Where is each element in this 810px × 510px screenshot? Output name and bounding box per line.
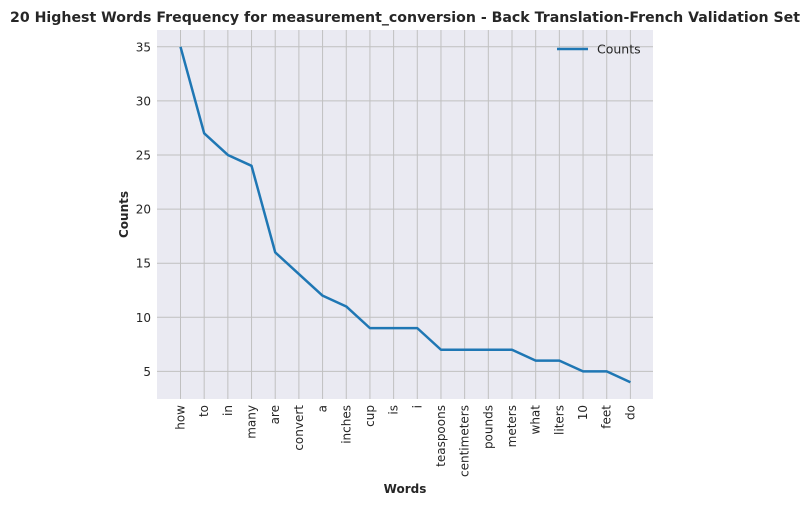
- x-tick-label: centimeters: [458, 405, 472, 477]
- x-tick-label: a: [316, 405, 330, 412]
- x-tick-label: feet: [600, 405, 614, 429]
- x-tick-label: convert: [292, 405, 306, 451]
- y-tick-label: 10: [136, 311, 151, 325]
- y-tick-label: 5: [143, 365, 151, 379]
- plot-area: [157, 30, 653, 399]
- x-tick-label: pounds: [481, 405, 495, 449]
- x-tick-label: many: [245, 405, 259, 439]
- axis-ticks: 5 10 15 20 25 30 35 how to in many are convert a inche…: [136, 40, 638, 477]
- grid-lines: [157, 30, 653, 399]
- x-tick-label: meters: [505, 405, 519, 447]
- y-tick-label: 20: [136, 203, 151, 217]
- x-tick-label: are: [268, 405, 282, 424]
- x-tick-label: inches: [339, 405, 353, 444]
- x-tick-label: liters: [552, 405, 566, 435]
- x-tick-label: what: [529, 405, 543, 435]
- x-tick-label: teaspoons: [434, 405, 448, 467]
- y-tick-label: 25: [136, 148, 151, 162]
- x-tick-label: is: [387, 405, 401, 415]
- chart-title: 20 Highest Words Frequency for measureme…: [10, 10, 800, 26]
- series-line-counts: [179, 46, 631, 384]
- x-tick-label: 10: [576, 405, 590, 420]
- y-axis-label: Counts: [117, 191, 131, 238]
- x-tick-label: cup: [363, 405, 377, 427]
- x-axis-label: Words: [384, 482, 427, 496]
- x-tick-label: in: [221, 405, 235, 416]
- x-tick-label: to: [197, 405, 211, 417]
- legend-label-counts: Counts: [597, 42, 641, 57]
- y-tick-label: 30: [136, 94, 151, 108]
- x-tick-label: how: [174, 405, 188, 430]
- y-tick-label: 35: [136, 40, 151, 54]
- x-tick-label: do: [623, 405, 637, 420]
- legend: Counts: [557, 42, 641, 57]
- y-tick-label: 15: [136, 257, 151, 271]
- x-tick-label: i: [410, 405, 424, 408]
